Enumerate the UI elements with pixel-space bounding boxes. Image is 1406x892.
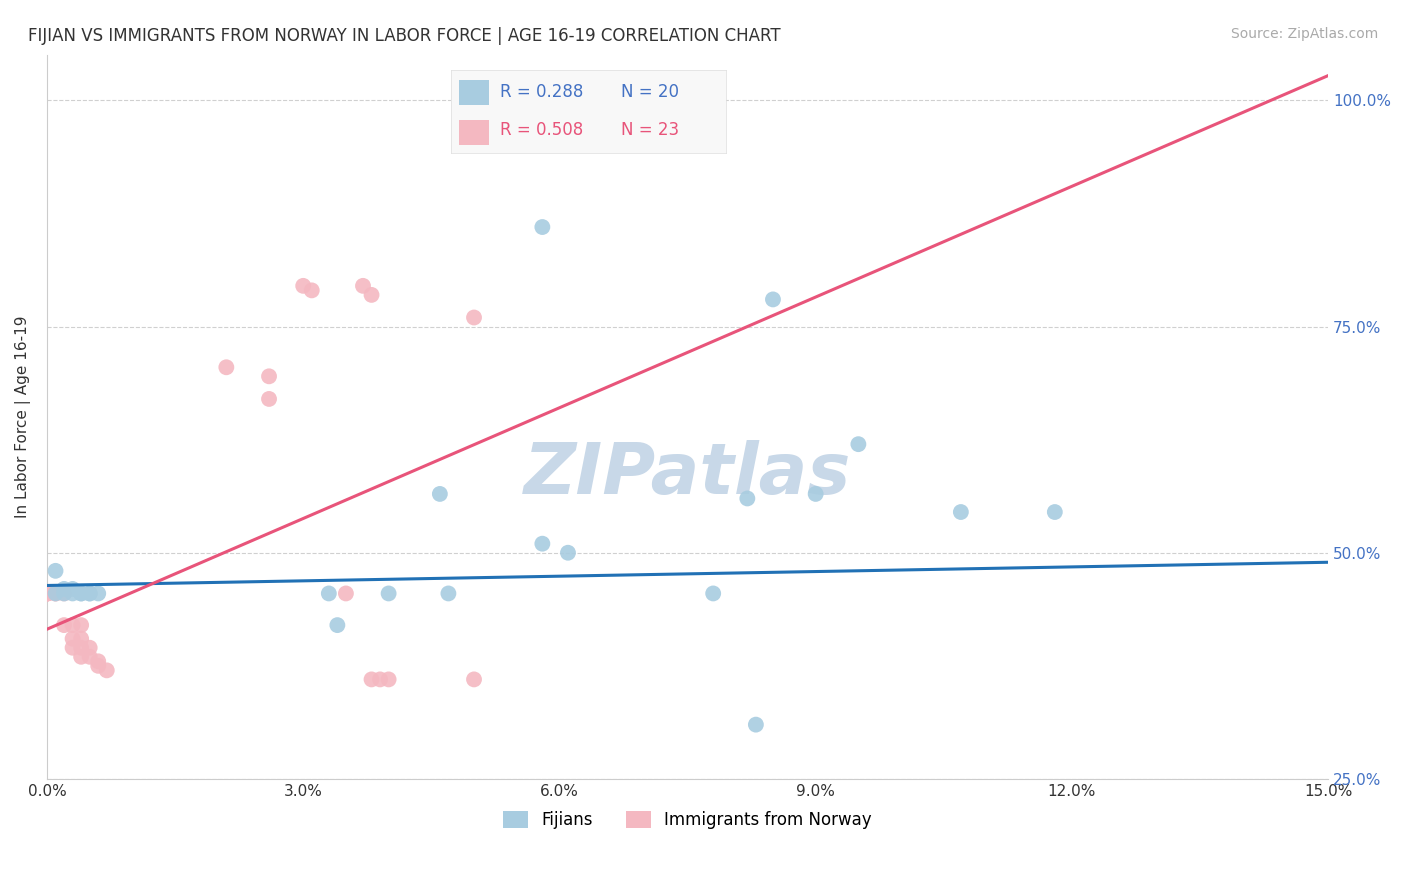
Point — [257, 392, 280, 406]
Point — [745, 717, 768, 731]
Point — [352, 278, 374, 293]
Text: Source: ZipAtlas.com: Source: ZipAtlas.com — [1230, 27, 1378, 41]
Point — [70, 586, 93, 600]
Point — [70, 586, 93, 600]
Point — [62, 586, 84, 600]
Point — [737, 491, 759, 506]
Point — [702, 586, 724, 600]
Point — [96, 664, 118, 678]
Point — [949, 505, 972, 519]
Point — [53, 586, 76, 600]
Point — [79, 640, 101, 655]
Point — [53, 586, 76, 600]
Point — [377, 586, 399, 600]
Point — [87, 658, 110, 673]
Text: ZIPatlas: ZIPatlas — [524, 441, 851, 509]
Text: FIJIAN VS IMMIGRANTS FROM NORWAY IN LABOR FORCE | AGE 16-19 CORRELATION CHART: FIJIAN VS IMMIGRANTS FROM NORWAY IN LABO… — [28, 27, 780, 45]
Point — [1060, 830, 1083, 845]
Point — [35, 586, 58, 600]
Point — [70, 649, 93, 664]
Point — [301, 284, 323, 298]
Point — [557, 546, 579, 560]
Point — [429, 487, 451, 501]
Point — [62, 632, 84, 646]
Point — [616, 839, 638, 854]
Point — [62, 640, 84, 655]
Point — [44, 564, 66, 578]
Point — [531, 537, 554, 551]
Point — [70, 640, 93, 655]
Point — [318, 586, 340, 600]
Point — [437, 586, 460, 600]
Point — [35, 586, 58, 600]
Point — [35, 586, 58, 600]
Point — [70, 632, 93, 646]
Point — [44, 586, 66, 600]
Point — [79, 649, 101, 664]
Point — [53, 582, 76, 596]
Point — [44, 586, 66, 600]
Point — [762, 293, 785, 307]
Point — [1043, 505, 1066, 519]
Point — [848, 437, 870, 451]
Point — [326, 618, 349, 632]
Point — [377, 673, 399, 687]
Point — [616, 858, 638, 872]
Point — [215, 360, 238, 375]
Legend: Fijians, Immigrants from Norway: Fijians, Immigrants from Norway — [496, 805, 879, 836]
Point — [62, 582, 84, 596]
Point — [368, 673, 391, 687]
Point — [531, 220, 554, 235]
Point — [35, 586, 58, 600]
Point — [804, 487, 827, 501]
Point — [35, 586, 58, 600]
Point — [70, 618, 93, 632]
Point — [87, 586, 110, 600]
Y-axis label: In Labor Force | Age 16-19: In Labor Force | Age 16-19 — [15, 316, 31, 518]
Point — [335, 586, 357, 600]
Point — [463, 310, 485, 325]
Point — [44, 586, 66, 600]
Point — [79, 586, 101, 600]
Point — [360, 673, 382, 687]
Point — [62, 618, 84, 632]
Point — [463, 673, 485, 687]
Point — [79, 586, 101, 600]
Point — [257, 369, 280, 384]
Point — [360, 288, 382, 302]
Point — [53, 618, 76, 632]
Point — [292, 278, 315, 293]
Point — [87, 654, 110, 668]
